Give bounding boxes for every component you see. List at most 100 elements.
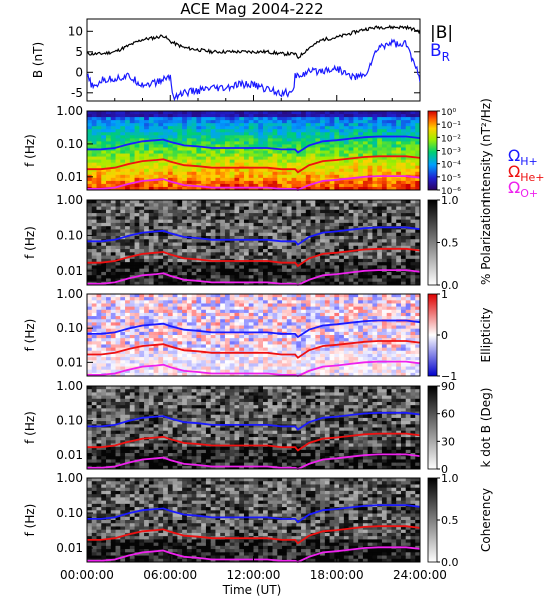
spectrogram-cell [172,156,178,161]
spectrogram-cell [186,171,193,176]
spectrogram-cell [96,255,102,260]
spectrogram-cell [196,265,202,270]
spectrogram-cell [106,347,112,352]
spectrogram-cell [101,168,107,173]
spectrogram-cell [182,180,188,185]
spectrogram-cell [172,338,178,342]
spectrogram-cell [87,232,93,237]
spectrogram-cell [144,162,150,167]
spectrogram-cell [234,325,240,330]
spectrogram-cell [377,216,383,221]
spectrogram-cell [172,350,178,355]
spectrogram-cell [106,123,112,127]
spectrogram-cell [243,357,250,361]
spectrogram-cell [144,325,150,330]
spectrogram-cell [177,245,183,250]
spectrogram-cell [277,232,283,237]
spectrogram-cell [315,203,321,207]
spectrogram-cell [106,363,112,367]
spectrogram-cell [96,300,102,304]
spectrogram-cell [320,213,326,217]
spectrogram-cell [339,268,345,273]
spectrogram-cell [167,353,174,358]
spectrogram-cell [405,200,411,204]
spectrogram-cell [343,126,350,130]
spectrogram-cell [282,249,288,253]
spectrogram-cell [134,312,140,317]
spectrogram-cell [163,369,169,374]
spectrogram-cell [163,203,169,207]
spectrogram-cell [191,281,197,286]
spectrogram-cell [310,341,316,345]
spectrogram-cell [372,235,378,240]
spectrogram-cell [144,338,150,342]
spectrogram-cell [391,171,397,176]
spectrogram-cell [177,262,183,266]
spectrogram-cell [248,372,254,377]
spectrogram-cell [134,186,140,191]
spectrogram-cell [267,174,273,179]
spectrogram-cell [372,162,378,167]
spectrogram-cell [205,366,212,371]
spectrogram-cell [377,159,383,164]
spectrogram-cell [272,265,278,270]
spectrogram-cell [353,226,359,230]
spectrogram-cell [205,183,212,188]
spectrogram-cell [277,271,283,276]
spectrogram-cell [163,325,169,330]
spectrogram-cell [267,357,273,361]
spectrogram-cell [296,312,302,317]
spectrogram-cell [234,162,240,167]
spectrogram-cell [196,117,202,121]
spectrogram-cell [329,132,335,136]
spectrogram-cell [229,117,235,121]
spectrogram-cell [91,312,97,317]
colorbar-tick-label: 10⁻¹ [441,121,461,131]
spectrogram-cell [396,129,402,133]
spectrogram-cell [239,360,245,364]
colorbar-title: Intensity (nT²/Hz) [479,98,493,203]
spectrogram-cell [286,156,292,161]
spectrogram-cell [324,150,331,154]
spectrogram-cell [267,168,273,173]
spectrogram-cell [210,347,216,352]
spectrogram-cell [158,180,164,185]
spectrogram-cell [205,111,212,115]
spectrogram-cell [296,353,302,358]
spectrogram-cell [258,147,264,151]
spectrogram-cell [110,328,116,333]
spectrogram-cell [258,123,264,127]
spectrogram-cell [153,350,159,355]
spectrogram-cell [310,353,316,358]
spectrogram-cell [134,111,140,115]
spectrogram-cell [201,300,207,304]
spectrogram-cell [144,297,150,301]
spectrogram-cell [91,309,97,314]
spectrogram-cell [282,353,288,358]
spectrogram-cell [263,278,269,283]
spectrogram-cell [148,183,154,188]
spectrogram-cell [220,147,226,151]
spectrogram-cell [167,229,174,234]
spectrogram-cell [129,353,135,358]
spectrogram-cell [353,275,359,279]
spectrogram-cell [186,186,193,191]
spectrogram-cell [248,255,254,260]
spectrogram-cell [196,126,202,130]
spectrogram-cell [334,117,340,121]
spectrogram-cell [139,297,145,301]
spectrogram-cell [339,165,345,170]
spectrogram-cell [205,222,212,227]
spectrogram-cell [101,245,107,250]
spectrogram-cell [272,245,278,250]
spectrogram-cell [120,216,126,221]
spectrogram-cell [172,138,178,142]
spectrogram-cell [400,232,407,237]
spectrogram-cell [167,174,174,179]
spectrogram-cell [320,150,326,154]
spectrogram-cell [144,242,150,247]
spectrogram-cell [144,120,150,124]
spectrogram-cell [305,180,311,185]
spectrogram-cell [96,216,102,221]
spectrogram-cell [210,268,216,273]
